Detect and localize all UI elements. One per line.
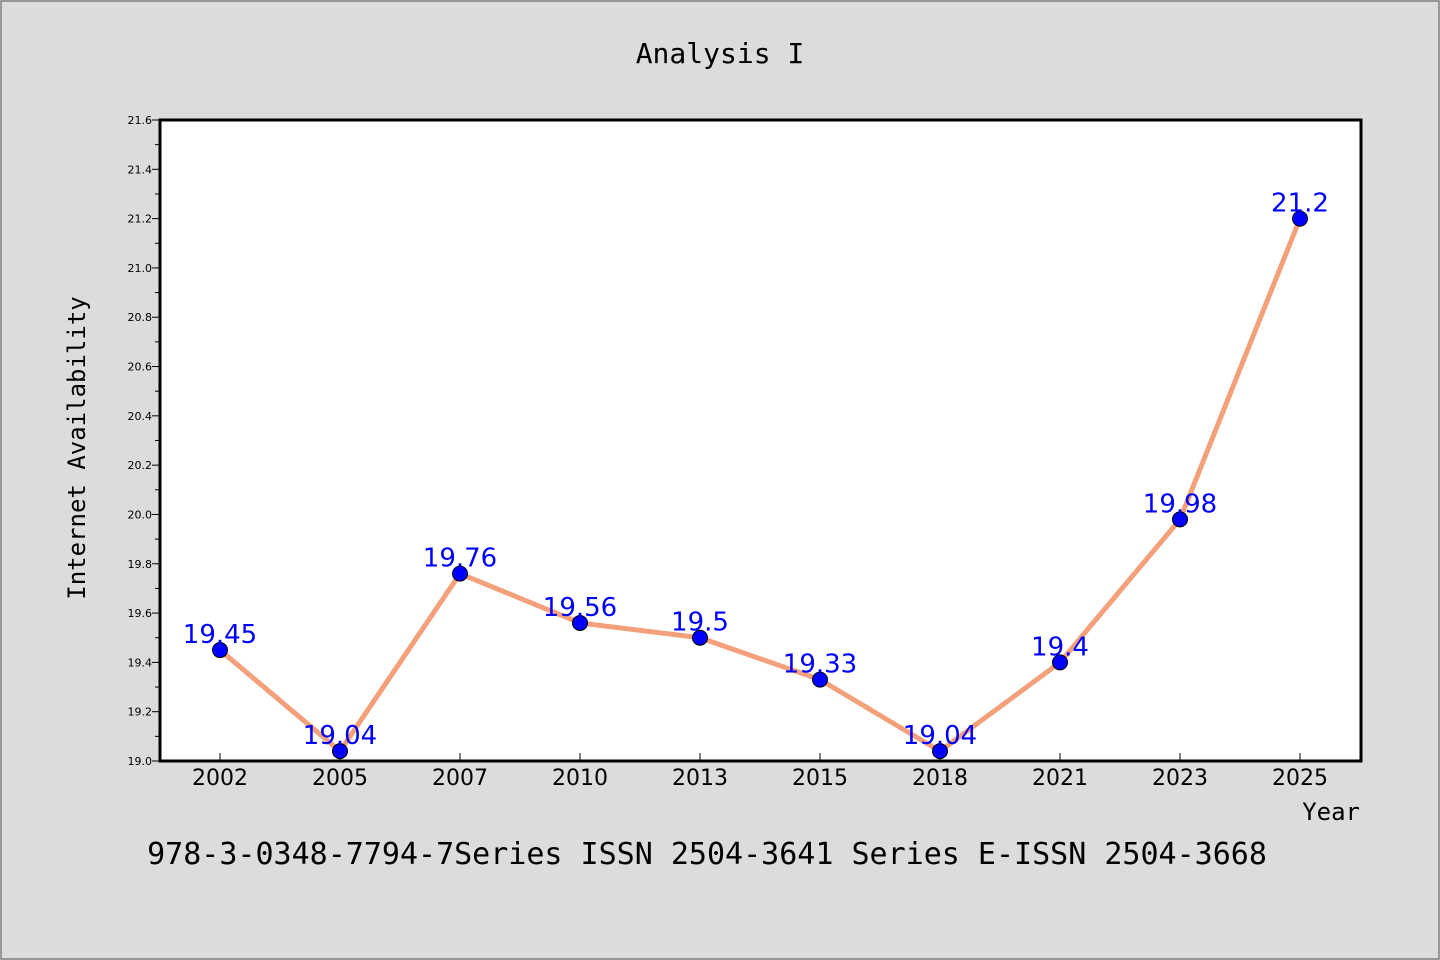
x-tick-label: 2005 [312,766,368,791]
x-axis-label: Year [1302,798,1360,826]
data-label: 19.33 [783,650,857,680]
y-tick-label: 19.0 [128,755,153,768]
data-label: 19.5 [671,608,729,638]
data-label: 19.04 [903,721,977,751]
data-point [1172,511,1188,528]
x-tick-label: 2002 [192,766,248,791]
data-point [692,629,708,646]
data-point [932,743,948,760]
x-tick-label: 2010 [552,766,608,791]
y-tick-label: 20.8 [128,311,153,324]
data-point [332,743,348,760]
data-point [1052,654,1068,671]
data-point [572,614,588,631]
y-axis-label: Internet Availability [63,296,91,599]
y-tick-label: 21.4 [128,163,153,176]
plot-area [160,120,1361,761]
y-tick-label: 20.4 [128,410,153,423]
x-tick-label: 2023 [1152,766,1208,791]
chart-title: Analysis I [636,37,805,70]
data-label: 19.4 [1031,632,1089,662]
data-point [212,642,228,659]
y-tick-label: 20.2 [128,459,153,472]
footer-text: 978-3-0348-7794-7Series ISSN 2504-3641 S… [147,837,1267,872]
y-tick-label: 21.0 [128,262,153,275]
y-tick-label: 21.2 [128,213,153,226]
y-tick-label: 19.8 [128,558,153,571]
data-label: 19.04 [303,721,377,751]
data-label: 19.98 [1143,489,1217,519]
y-tick-label: 20.0 [128,508,153,521]
data-point [452,565,468,582]
series-layer: 19.45 19.04 19.76 19.56 19.5 19.33 19.04 19.4 19… [183,189,1329,760]
data-point [1292,210,1308,227]
y-axis: 19.0 19.2 19.4 19.6 19.8 20.0 20.2 20.4 20.6 20.8… [128,114,160,768]
x-tick-label: 2025 [1272,766,1328,791]
data-label: 19.76 [423,544,497,574]
data-label: 19.45 [183,620,257,650]
data-point [812,671,828,688]
y-tick-label: 19.6 [128,607,153,620]
series-line [217,216,1303,754]
x-tick-label: 2015 [792,766,848,791]
y-tick-label: 20.6 [128,361,153,374]
y-tick-label: 21.6 [128,114,153,127]
data-label: 19.56 [543,593,617,623]
y-tick-label: 19.2 [128,706,153,719]
x-tick-label: 2013 [672,766,728,791]
x-tick-label: 2007 [432,766,488,791]
y-tick-label: 19.4 [128,656,153,669]
x-tick-label: 2018 [912,766,968,791]
x-tick-label: 2021 [1032,766,1088,791]
plot-frame [158,118,1363,763]
x-axis: 2002 2005 2007 2010 2013 2015 2018 2021 2023 2025 [192,753,1328,791]
data-label: 21.2 [1271,189,1329,219]
